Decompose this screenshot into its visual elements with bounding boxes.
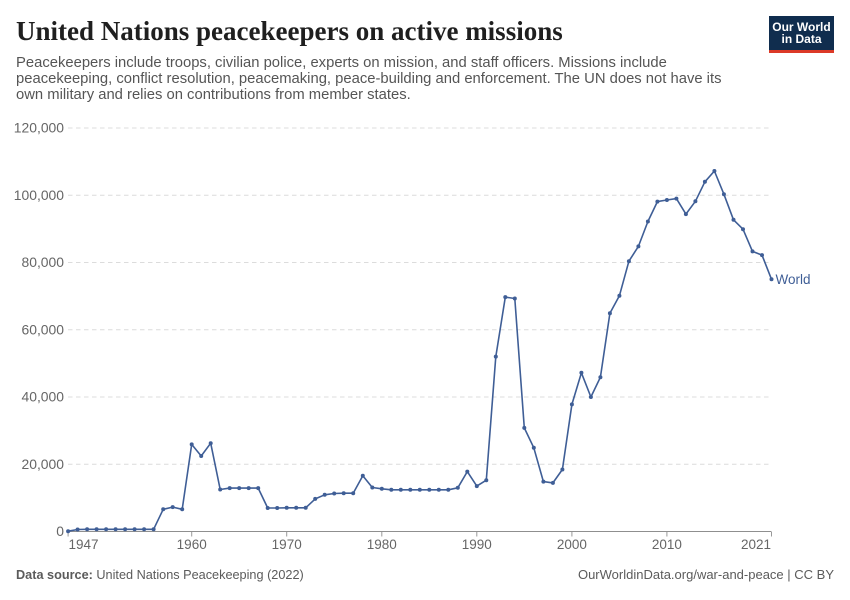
svg-text:World: World <box>776 272 811 287</box>
svg-text:80,000: 80,000 <box>22 254 65 270</box>
svg-text:40,000: 40,000 <box>22 389 65 405</box>
svg-text:20,000: 20,000 <box>22 456 65 472</box>
svg-text:120,000: 120,000 <box>14 120 64 136</box>
svg-text:1947: 1947 <box>68 537 98 552</box>
svg-text:60,000: 60,000 <box>22 321 65 337</box>
svg-text:1970: 1970 <box>272 537 302 552</box>
svg-text:2021: 2021 <box>741 537 771 552</box>
svg-text:1980: 1980 <box>367 537 397 552</box>
svg-text:0: 0 <box>56 523 64 539</box>
svg-text:1990: 1990 <box>462 537 492 552</box>
svg-text:100,000: 100,000 <box>14 187 64 203</box>
svg-text:2000: 2000 <box>557 537 587 552</box>
svg-text:1960: 1960 <box>177 537 207 552</box>
svg-text:2010: 2010 <box>652 537 682 552</box>
